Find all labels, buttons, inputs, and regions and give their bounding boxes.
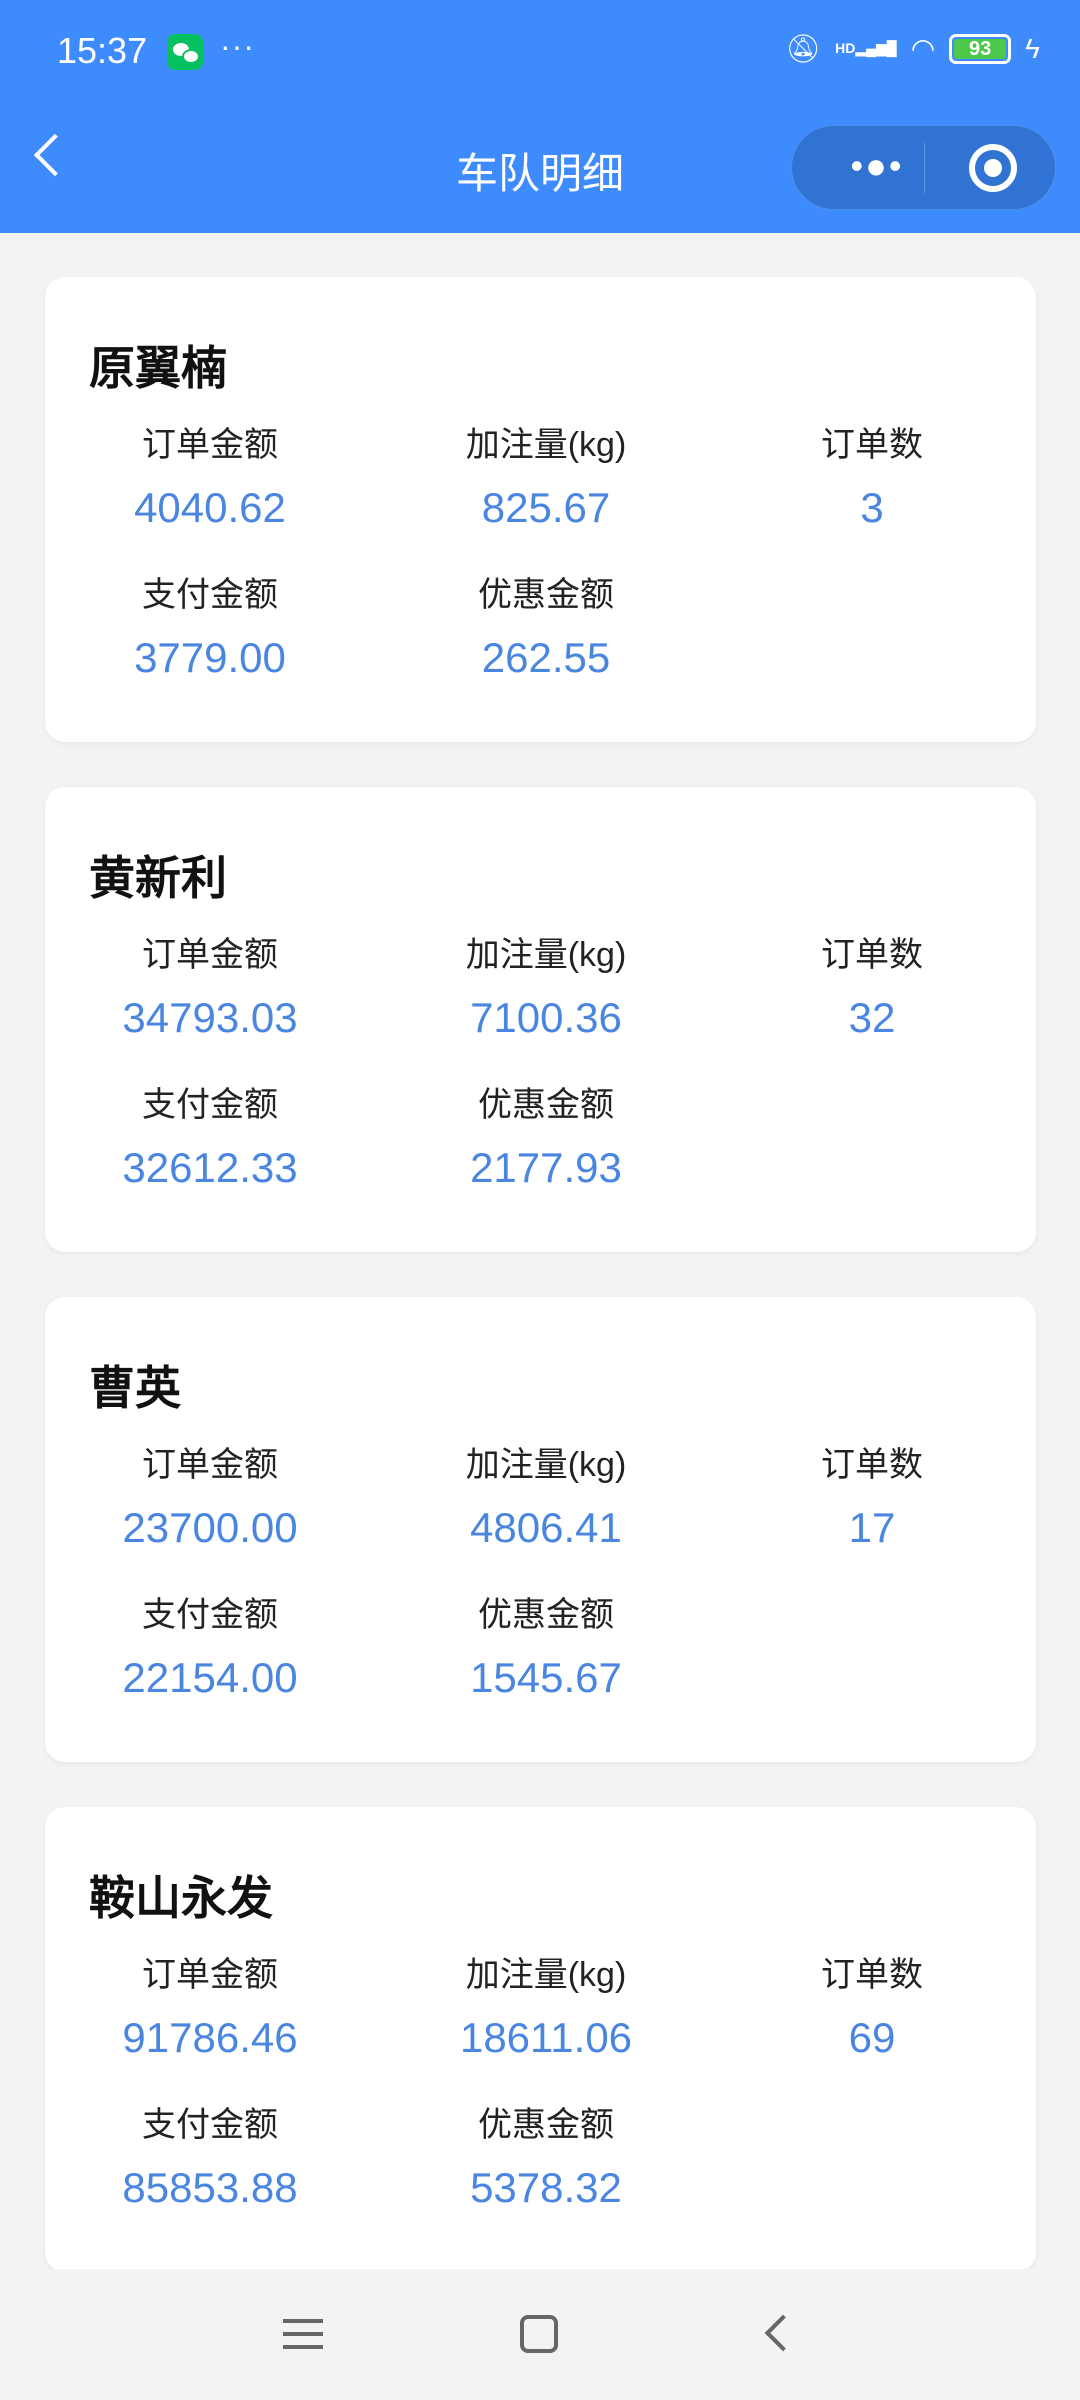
stat-value: 17 (848, 1504, 896, 1551)
signal-icon: HD▂▄▆█ (835, 40, 897, 56)
fleet-name: 曹英 (89, 1362, 181, 1414)
stat-order-count: 订单数 69 (707, 1947, 1037, 2062)
app-header: 15:37 ··· 🔕︎ HD▂▄▆█ ◠ 93 ϟ 车队明细 •●• (0, 0, 1080, 233)
more-notifications-icon: ··· (220, 28, 255, 64)
recent-apps-button[interactable] (283, 2319, 323, 2349)
stat-paid-amount: 支付金额 3779.00 (45, 567, 375, 682)
status-time: 15:37 (57, 30, 148, 71)
fleet-name: 鞍山永发 (89, 1872, 273, 1924)
stat-value: 32 (848, 994, 896, 1041)
stat-value: 85853.88 (122, 2164, 298, 2211)
stat-value: 262.55 (481, 634, 611, 681)
fleet-name: 原翼楠 (89, 342, 227, 394)
stat-order-amount: 订单金额 23700.00 (45, 1437, 375, 1552)
stat-label: 加注量(kg) (465, 1446, 627, 1484)
stat-label: 订单数 (821, 426, 923, 464)
stat-label: 订单金额 (142, 426, 278, 464)
stat-value: 34793.03 (122, 994, 298, 1041)
stat-label: 优惠金额 (478, 1596, 614, 1634)
stat-label: 加注量(kg) (465, 426, 627, 464)
stat-value: 3 (860, 484, 884, 531)
stat-fuel-volume: 加注量(kg) 825.67 (381, 417, 711, 532)
fleet-name: 黄新利 (89, 852, 227, 904)
stat-value: 825.67 (481, 484, 611, 531)
stat-value: 4040.62 (134, 484, 286, 531)
stat-label: 订单金额 (142, 936, 278, 974)
stat-label: 订单金额 (142, 1956, 278, 1994)
stat-label: 支付金额 (142, 1596, 278, 1634)
stat-label: 支付金额 (142, 1086, 278, 1124)
stat-discount-amount: 优惠金额 5378.32 (381, 2097, 711, 2212)
stat-paid-amount: 支付金额 22154.00 (45, 1587, 375, 1702)
stat-value: 32612.33 (122, 1144, 298, 1191)
fleet-card: 黄新利 订单金额 34793.03 加注量(kg) 7100.36 订单数 32… (45, 787, 1036, 1252)
stat-value: 2177.93 (470, 1144, 622, 1191)
stat-discount-amount: 优惠金额 262.55 (381, 567, 711, 682)
stat-label: 订单数 (821, 936, 923, 974)
stat-label: 加注量(kg) (465, 936, 627, 974)
wifi-icon: ◠ (910, 33, 936, 64)
stat-value: 91786.46 (122, 2014, 298, 2061)
capsule-divider (924, 143, 925, 193)
stat-paid-amount: 支付金额 85853.88 (45, 2097, 375, 2212)
stat-label: 加注量(kg) (465, 1956, 627, 1994)
page-title: 车队明细 (455, 150, 624, 197)
fleet-card: 原翼楠 订单金额 4040.62 加注量(kg) 825.67 订单数 3 支付… (45, 277, 1036, 742)
fleet-card: 曹英 订单金额 23700.00 加注量(kg) 4806.41 订单数 17 … (45, 1297, 1036, 1762)
stat-label: 订单数 (821, 1956, 923, 1994)
charging-icon: ϟ (1025, 32, 1040, 64)
system-nav-bar (0, 2269, 1080, 2400)
stat-value: 69 (848, 2014, 896, 2061)
stat-label: 优惠金额 (478, 576, 614, 614)
stat-order-amount: 订单金额 4040.62 (45, 417, 375, 532)
stat-value: 18611.06 (459, 2014, 633, 2061)
stat-value: 3779.00 (134, 634, 286, 681)
more-menu-button[interactable]: •●• (850, 145, 904, 186)
stat-label: 优惠金额 (478, 1086, 614, 1124)
stat-fuel-volume: 加注量(kg) 18611.06 (381, 1947, 711, 2062)
stat-order-count: 订单数 32 (707, 927, 1037, 1042)
stat-value: 1545.67 (470, 1654, 622, 1701)
stat-label: 支付金额 (142, 2106, 278, 2144)
stat-value: 23700.00 (122, 1504, 298, 1551)
stat-order-count: 订单数 3 (707, 417, 1037, 532)
stat-paid-amount: 支付金额 32612.33 (45, 1077, 375, 1192)
status-bar: 15:37 ··· 🔕︎ HD▂▄▆█ ◠ 93 ϟ (0, 28, 1080, 78)
stat-order-count: 订单数 17 (707, 1437, 1037, 1552)
close-miniprogram-button[interactable] (969, 144, 1017, 192)
muted-bell-icon: 🔕︎ (785, 33, 822, 64)
stat-value: 22154.00 (122, 1654, 298, 1701)
status-icons: 🔕︎ HD▂▄▆█ ◠ 93 ϟ (786, 32, 1040, 65)
stat-label: 支付金额 (142, 576, 278, 614)
stat-fuel-volume: 加注量(kg) 7100.36 (381, 927, 711, 1042)
stat-label: 订单金额 (142, 1446, 278, 1484)
stat-label: 优惠金额 (478, 2106, 614, 2144)
stat-order-amount: 订单金额 91786.46 (45, 1947, 375, 2062)
stat-discount-amount: 优惠金额 1545.67 (381, 1587, 711, 1702)
stat-label: 订单数 (821, 1446, 923, 1484)
miniprogram-capsule: •●• (791, 125, 1056, 210)
battery-icon: 93 (949, 33, 1012, 64)
stat-value: 4806.41 (470, 1504, 622, 1551)
stat-fuel-volume: 加注量(kg) 4806.41 (381, 1437, 711, 1552)
stat-value: 7100.36 (470, 994, 622, 1041)
wechat-notification-icon (167, 34, 203, 70)
stat-order-amount: 订单金额 34793.03 (45, 927, 375, 1042)
home-button[interactable] (520, 2315, 558, 2353)
stat-value: 5378.32 (470, 2164, 622, 2211)
fleet-card: 鞍山永发 订单金额 91786.46 加注量(kg) 18611.06 订单数 … (45, 1807, 1036, 2272)
stat-discount-amount: 优惠金额 2177.93 (381, 1077, 711, 1192)
